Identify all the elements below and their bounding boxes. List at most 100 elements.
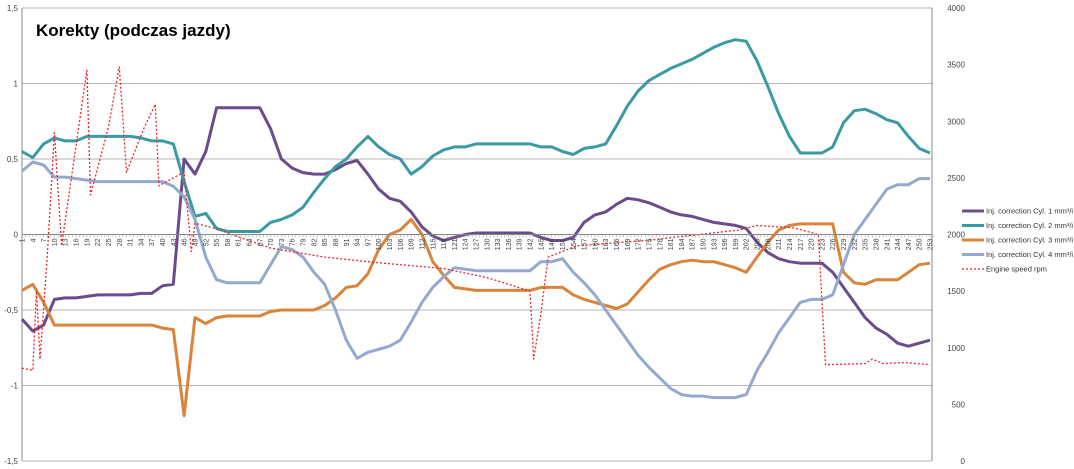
right-axis: 4000 3500 3000 2500 2000 1500 1000 500 0 [931,4,966,466]
y-tick-label: -1 [11,382,19,391]
x-tick-label: 124 [463,238,470,250]
left-axis: 1,5 1 0,5 0 -0,5 -1 -1,5 [4,4,23,466]
x-tick-label: 106 [398,238,405,250]
series-line-2 [21,38,931,233]
legend-label: Inj. correction Cyl. 3 mm³/i [986,236,1073,245]
y2-tick-label: 2000 [947,231,965,240]
x-tick-label: 199 [733,238,740,250]
x-tick-label: 163 [603,238,610,250]
x-tick-label: 22 [95,238,102,246]
y2-tick-label: 3500 [947,61,965,70]
x-tick-label: 223 [819,238,826,250]
x-tick-label: 214 [787,238,794,250]
x-tick-label: 121 [452,238,459,250]
x-tick-label: 205 [755,238,762,250]
x-tick-label: 61 [236,238,243,246]
x-tick-label: 244 [895,238,902,250]
x-tick-label: 139 [517,238,524,250]
x-tick-label: 130 [484,238,491,250]
x-tick-label: 10 [52,238,59,246]
y2-tick-label: 1000 [947,344,965,353]
series-line-5 [21,66,931,372]
x-tick-label: 181 [668,238,675,250]
x-tick-label: 13 [63,238,70,246]
x-tick-label: 232 [852,238,859,250]
x-tick-label: 220 [809,238,816,250]
x-tick-label: 25 [106,238,113,246]
y2-tick-label: 3000 [947,117,965,126]
x-tick-label: 157 [582,238,589,250]
x-tick-label: 88 [333,238,340,246]
series-lines [20,38,931,418]
x-tick-label: 70 [268,238,275,246]
x-tick-label: 55 [214,238,221,246]
x-tick-label: 31 [128,238,135,246]
x-tick-label: 154 [571,238,578,250]
chart-title: Korekty (podczas jazdy) [36,21,231,40]
y-tick-label: 1 [14,80,19,89]
x-tick-label: 184 [679,238,686,250]
x-tick-label: 52 [203,238,210,246]
y-tick-label: -1,5 [4,457,18,466]
x-tick-label: 28 [117,238,124,246]
x-tick-label: 118 [441,238,448,249]
x-tick-label: 67 [257,238,264,246]
x-tick-label: 109 [409,238,416,250]
y-tick-label: -0,5 [4,306,18,315]
y2-tick-label: 500 [952,400,966,409]
legend-label: Inj. correction Cyl. 1 mm³/i [986,207,1073,216]
x-tick-label: 151 [560,238,567,250]
x-tick-label: 79 [301,238,308,246]
x-tick-label: 43 [171,238,178,246]
x-tick-label: 160 [592,238,599,250]
x-tick-label: 136 [506,238,513,250]
y2-tick-label: 0 [961,457,966,466]
y-tick-label: 1,5 [7,4,19,13]
x-tick-label: 40 [160,238,167,246]
x-tick-label: 196 [722,238,729,250]
y2-tick-label: 4000 [947,4,965,13]
x-tick-label: 82 [311,238,318,246]
legend-label: Inj. correction Cyl. 4 mm³/i [986,250,1073,259]
x-tick-label: 37 [149,238,156,246]
x-tick-label: 16 [74,238,81,246]
x-tick-label: 142 [528,238,535,250]
x-tick-label: 211 [776,238,783,249]
y-tick-label: 0 [14,231,19,240]
x-tick-label: 112 [419,238,426,249]
x-tick-label: 7 [41,238,48,242]
x-tick-label: 250 [917,238,924,250]
y2-tick-label: 2500 [947,174,965,183]
series-line-3 [21,217,931,418]
x-tick-label: 238 [873,238,880,250]
legend-label: Engine speed rpm [986,265,1047,274]
x-tick-label: 34 [138,238,145,246]
series-line-1 [20,106,931,348]
x-tick-label: 91 [344,238,351,246]
x-tick-label: 202 [744,238,751,250]
x-tick-label: 187 [690,238,697,250]
x-tick-label: 64 [247,238,254,246]
x-tick-label: 85 [322,238,329,246]
x-tick-label: 73 [279,238,286,246]
x-tick-label: 127 [474,238,481,250]
x-tick-label: 145 [538,238,545,250]
x-tick-label: 94 [355,238,362,246]
x-tick-label: 100 [376,238,383,250]
x-tick-label: 235 [863,238,870,250]
x-tick-label: 76 [290,238,297,246]
x-tick-label: 226 [830,238,837,250]
x-tick-label: 193 [711,238,718,250]
x-tick-label: 46 [182,238,189,246]
x-tick-label: 247 [906,238,913,250]
x-tick-label: 97 [365,238,372,246]
y-tick-label: 0,5 [7,155,19,164]
x-tick-label: 217 [798,238,805,250]
x-tick-label: 169 [625,238,632,250]
y2-tick-label: 1500 [947,287,965,296]
x-tick-label: 49 [192,238,199,246]
x-tick-label: 166 [614,238,621,250]
x-tick-label: 103 [387,238,394,250]
x-tick-label: 208 [765,238,772,250]
x-tick-label: 1 [20,238,27,242]
